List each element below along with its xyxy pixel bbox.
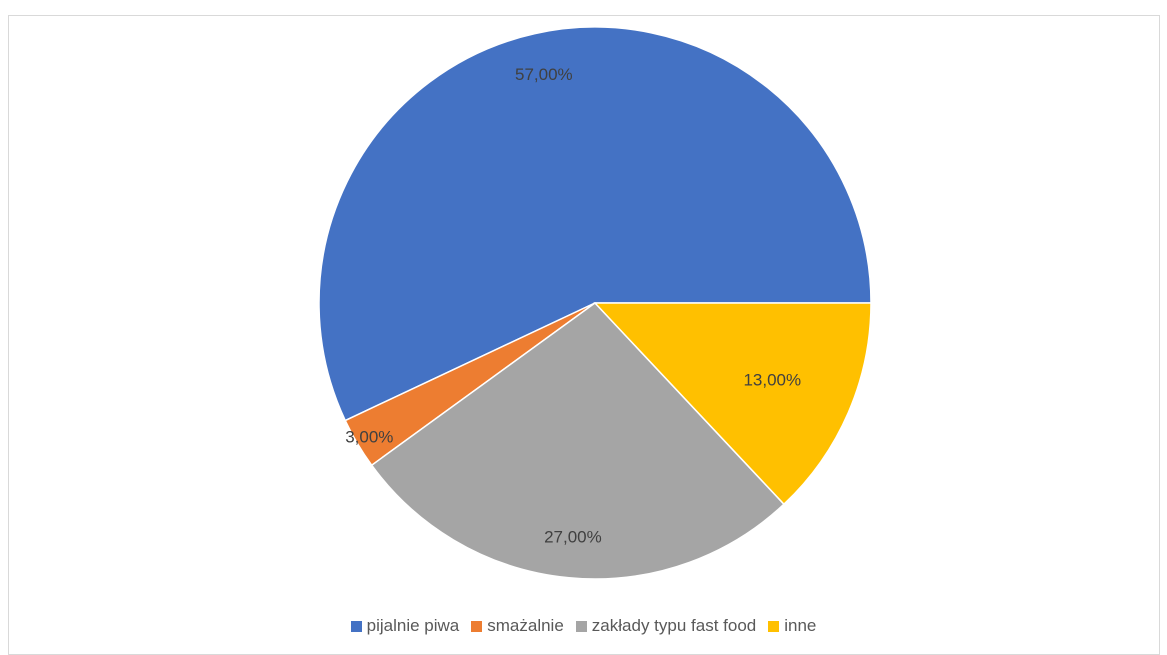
data-label-3: 27,00% [544,528,602,547]
legend-swatch-2 [471,620,483,632]
legend-item-4: inne [768,615,816,637]
legend-label-2: smażalnie [487,616,564,635]
data-label-2: 3,00% [345,427,393,446]
data-label-1: 57,00% [515,65,573,84]
legend-label-1: pijalnie piwa [366,616,460,635]
data-label-4: 13,00% [743,371,801,390]
legend-item-1: pijalnie piwa [350,615,460,637]
legend-label-4: inne [784,616,817,635]
legend-swatch-4 [768,620,780,632]
pie-slice-4 [593,302,872,506]
pie-slice-1 [318,26,872,422]
legend-item-2: smażalnie [471,615,564,637]
pie-slice-3 [370,302,785,580]
legend-item-3: zakłady typu fast food [575,615,757,637]
legend-swatch-3 [575,620,587,632]
pie-chart: 57,00% 3,00% 27,00% 13,00% [318,26,872,580]
legend-label-3: zakłady typu fast food [591,616,757,635]
legend-swatch-1 [350,620,362,632]
legend: pijalnie piwa smażalnie zakłady typu fast … [0,615,1167,637]
